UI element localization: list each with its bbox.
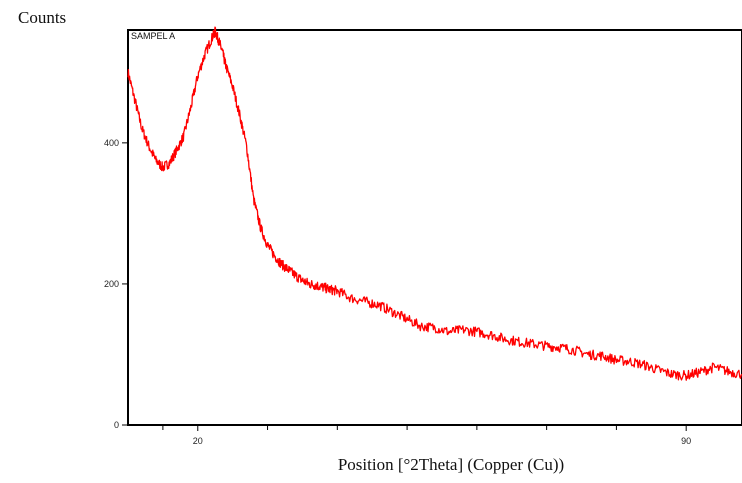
x-tick-label: 20: [193, 436, 203, 446]
chart-annotation: SAMPEL A: [131, 31, 176, 41]
series-line: [127, 26, 742, 381]
y-tick-label: 200: [104, 279, 119, 289]
plot-frame: [127, 29, 742, 426]
series-layer: [127, 26, 742, 381]
x-axis-title: Position [°2Theta] (Copper (Cu)): [337, 455, 565, 474]
ticks-layer: 0 200 400 20 90: [104, 138, 691, 446]
y-axis-title: Counts: [18, 8, 67, 27]
y-tick-label: 0: [114, 420, 119, 430]
y-tick-label: 400: [104, 138, 119, 148]
x-tick-label: 90: [681, 436, 691, 446]
